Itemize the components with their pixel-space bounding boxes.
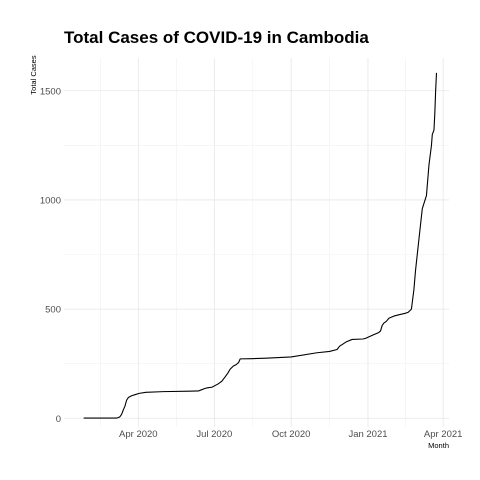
x-tick-label: Oct 2020 (272, 429, 311, 440)
y-tick-label: 1000 (40, 195, 61, 206)
y-tick-label: 500 (45, 305, 61, 316)
y-axis-title: Total Cases (29, 55, 38, 94)
plot-grid (64, 58, 449, 427)
total-cases-line (83, 72, 438, 419)
x-tick-label: Apr 2020 (119, 429, 158, 440)
x-tick-label: Jan 2021 (348, 429, 387, 440)
series-layer (83, 72, 438, 419)
chart-title: Total Cases of COVID-19 in Cambodia (64, 28, 369, 47)
x-tick-labels: Apr 2020 Jul 2020 Oct 2020 Jan 2021 Apr 2021 (119, 429, 462, 440)
y-tick-label: 0 (56, 414, 61, 425)
x-axis-title: Month (428, 441, 449, 450)
y-tick-label: 1500 (40, 86, 61, 97)
y-tick-labels: 0 500 1000 1500 (40, 86, 61, 425)
x-tick-label: Jul 2020 (196, 429, 232, 440)
x-tick-label: Apr 2021 (424, 429, 463, 440)
